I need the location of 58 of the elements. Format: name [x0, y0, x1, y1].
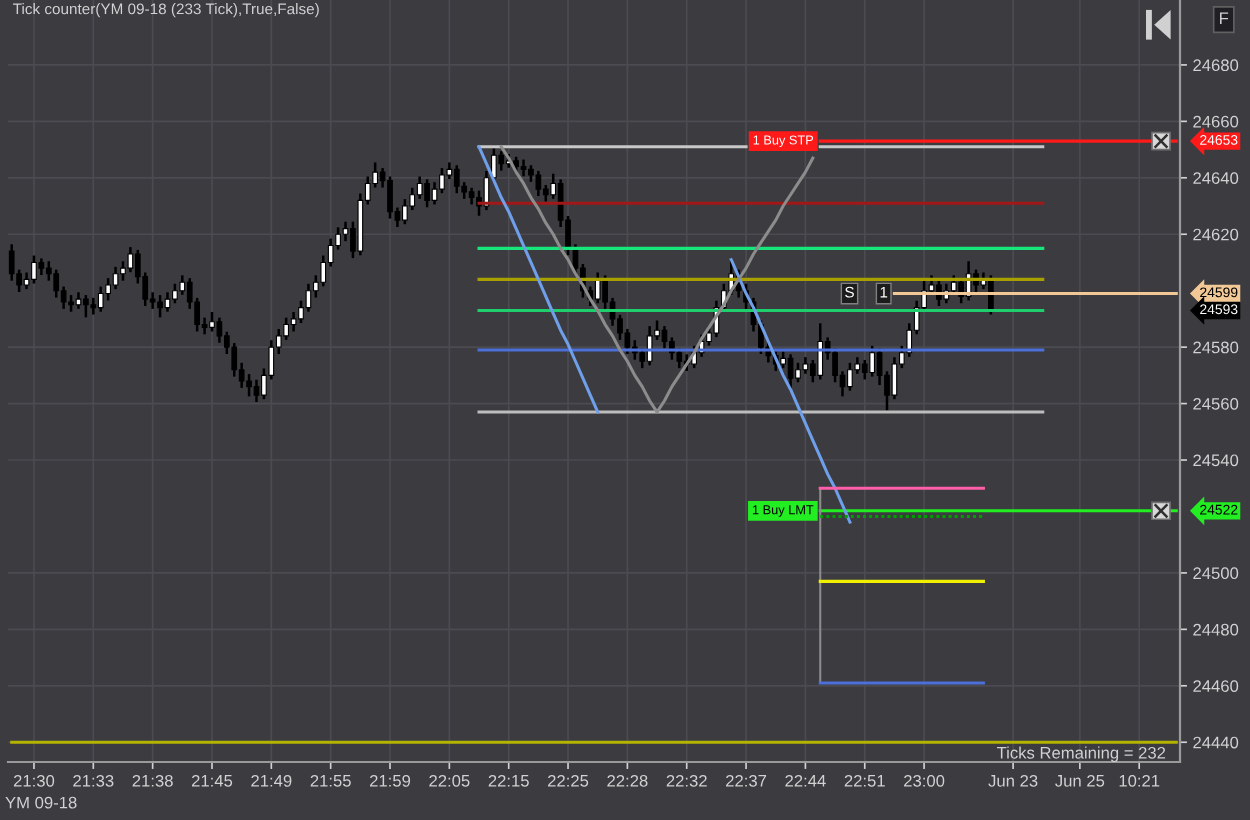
candlestick: [483, 170, 490, 211]
y-tick-label: 24540: [1193, 454, 1239, 467]
x-tick-label: Jun 25: [1055, 774, 1105, 787]
candlestick: [424, 179, 430, 208]
candlestick: [847, 362, 853, 391]
candlestick: [535, 170, 542, 196]
x-tick-label: 22:05: [429, 774, 470, 787]
x-tick-label: 21:55: [310, 774, 351, 787]
candlestick: [869, 345, 876, 377]
line-series: [729, 258, 852, 524]
y-tick-label: 24480: [1193, 623, 1239, 636]
candlestick: [520, 159, 527, 177]
x-tick-label: 22:25: [548, 774, 589, 787]
y-tick-label: 24660: [1193, 115, 1239, 128]
x-tick-label: 21:49: [251, 774, 292, 787]
candlestick: [90, 297, 97, 315]
x-tick-label: 21:30: [13, 774, 55, 787]
y-tick-label: 24640: [1193, 172, 1239, 184]
y-tick-label: 24680: [1193, 59, 1239, 72]
candlestick: [31, 255, 37, 284]
line-series: [477, 145, 600, 414]
x-tick-label: 22:15: [488, 774, 529, 787]
x-tick-label: 21:33: [73, 774, 114, 787]
x-tick-label: 10:21: [1119, 774, 1160, 787]
y-tick-label: 24560: [1193, 397, 1239, 410]
candlestick: [127, 247, 134, 273]
candlestick: [216, 317, 223, 343]
x-tick-label: 22:51: [844, 774, 885, 787]
x-tick-label: 22:32: [666, 774, 707, 787]
y-tick-label: 24460: [1193, 680, 1239, 692]
candlestick: [157, 295, 163, 318]
x-tick-label: Jun 23: [988, 774, 1038, 787]
y-tick-label: 24620: [1193, 228, 1239, 241]
y-tick-label: 24440: [1193, 736, 1239, 749]
candlestick: [97, 286, 104, 312]
y-tick-label: 24500: [1193, 567, 1239, 580]
candlestick: [453, 165, 460, 194]
candlestick: [431, 182, 438, 205]
candlestick: [83, 295, 89, 318]
candlestick: [594, 272, 601, 304]
y-tick-label: 24580: [1193, 341, 1239, 354]
x-tick-label: 23:00: [904, 774, 945, 787]
candlestick: [817, 323, 824, 380]
x-tick-label: 22:28: [607, 774, 648, 787]
x-tick-label: 22:37: [726, 774, 767, 787]
candlestick: [112, 266, 119, 290]
x-tick-label: 21:38: [132, 774, 173, 787]
annotation: Ticks Remaining = 232: [996, 746, 1166, 762]
candlestick: [387, 176, 393, 219]
x-tick-label: 21:59: [370, 774, 411, 787]
text: YM 09-18: [5, 796, 77, 809]
candlestick: [787, 354, 794, 391]
line-series: [499, 145, 815, 414]
x-tick-label: 21:45: [191, 774, 233, 787]
x-tick-label: 22:44: [785, 774, 826, 787]
candlestick: [646, 326, 653, 366]
candlestick: [253, 379, 260, 403]
text: F: [1220, 12, 1229, 24]
